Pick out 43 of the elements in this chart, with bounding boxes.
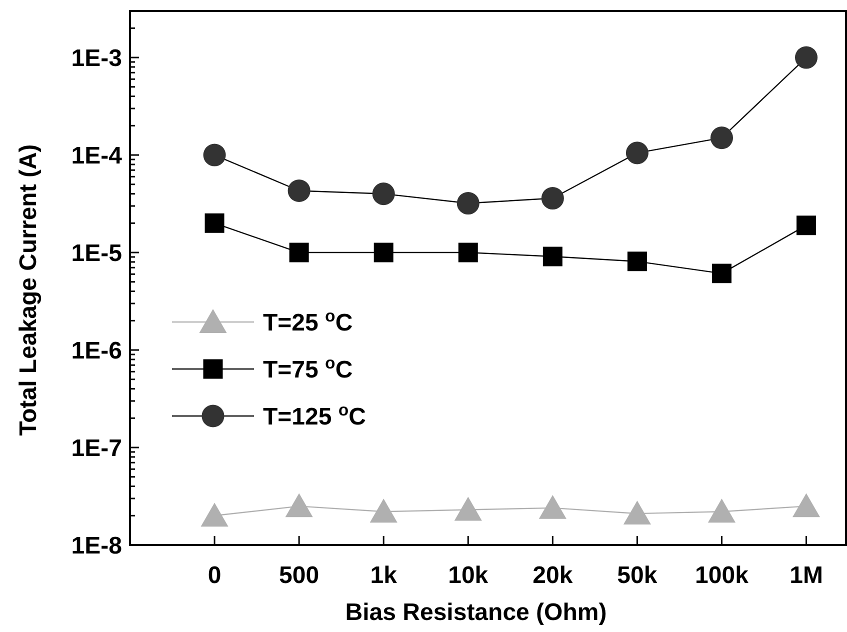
y-tick-label: 1E-6 <box>71 337 122 364</box>
point <box>796 216 816 236</box>
point <box>370 498 398 523</box>
point <box>285 493 313 518</box>
x-tick-label: 100k <box>695 562 750 589</box>
point <box>454 496 482 521</box>
x-tick-label: 50k <box>617 562 658 589</box>
point <box>710 126 734 150</box>
point <box>372 182 395 206</box>
legend-label: T=25 $^{o}$C <box>263 306 353 336</box>
point <box>708 498 736 523</box>
y-tick-label: 1E-5 <box>71 240 122 267</box>
legend-label: T=125 $^{o}$C <box>263 400 366 430</box>
point <box>288 179 310 202</box>
x-tick-label: 1M <box>790 562 823 589</box>
x-axis-title: Bias Resistance (Ohm) <box>345 599 607 626</box>
x-tick-label: 20k <box>532 562 574 589</box>
point <box>792 493 820 518</box>
y-axis-title: Total Leakage Current (A) <box>15 144 42 436</box>
point <box>627 252 647 272</box>
point <box>542 246 562 266</box>
point <box>626 142 648 164</box>
point <box>712 264 732 284</box>
point <box>203 144 226 166</box>
point <box>289 242 309 262</box>
point <box>204 213 224 233</box>
y-tick-label: 1E-8 <box>71 532 122 560</box>
point <box>374 242 394 262</box>
x-tick-label: 10k <box>448 562 489 589</box>
point <box>538 494 566 519</box>
point <box>623 500 652 525</box>
point <box>458 242 478 262</box>
y-tick-label: 1E-7 <box>71 434 122 462</box>
x-tick-label: 1k <box>370 562 398 589</box>
point <box>541 187 564 210</box>
y-tick-label: 1E-3 <box>71 44 122 72</box>
y-tick-label: 1E-4 <box>71 142 123 170</box>
x-tick-label: 500 <box>279 562 320 589</box>
point <box>200 502 228 527</box>
legend-label: T=75 $^{o}$C <box>263 352 353 384</box>
x-tick-label: 0 <box>208 562 222 589</box>
point <box>456 192 480 215</box>
point <box>794 46 818 69</box>
